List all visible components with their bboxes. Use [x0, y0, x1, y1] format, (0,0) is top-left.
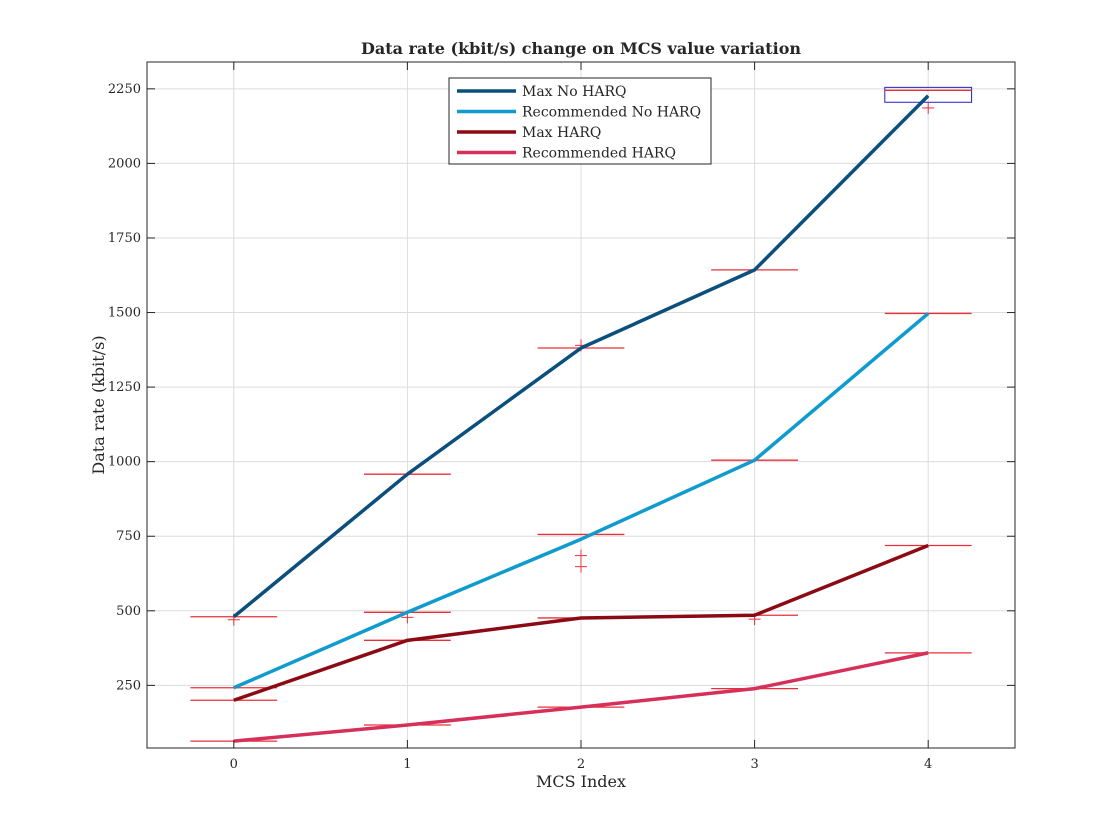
y-tick-label: 1250 [108, 380, 141, 395]
x-tick-label: 1 [403, 757, 411, 772]
y-axis-label: Data rate (kbit/s) [89, 335, 108, 474]
outlier-marker [575, 560, 587, 573]
series-line-1 [232, 94, 930, 619]
y-tick-label: 2250 [108, 82, 141, 97]
y-tick-label: 1750 [108, 231, 141, 246]
y-tick-label: 1500 [108, 306, 141, 321]
x-tick-label: 0 [230, 757, 238, 772]
legend: Max No HARQ Recommended No HARQ Max HARQ Re… [448, 77, 712, 165]
y-tick-label: 1000 [108, 455, 141, 470]
chart-title: Data rate (kbit/s) change on MCS value v… [361, 39, 801, 58]
y-tick-label: 500 [116, 604, 141, 619]
legend-label-2: Recommended No HARQ [522, 105, 701, 121]
y-tick-label: 250 [116, 678, 141, 693]
series-line-4 [233, 651, 929, 743]
x-tick-label: 2 [577, 757, 585, 772]
outlier-marker [922, 101, 935, 114]
y-tick-label: 2000 [108, 156, 141, 171]
x-tick-label: 3 [750, 757, 758, 772]
y-tick-label: 750 [116, 529, 141, 544]
series-line-2 [233, 312, 930, 690]
legend-label-3: Max HARQ [522, 125, 601, 141]
x-axis-label: MCS Index [536, 772, 626, 791]
series-layer [232, 94, 930, 743]
outlier-marker [575, 549, 587, 562]
legend-label-1: Max No HARQ [522, 84, 627, 100]
series-line-3 [233, 543, 929, 702]
x-tick-label: 4 [924, 757, 932, 772]
tick-labels: 0 1 2 3 4 250 500 750 1000 1250 1500 1750 2000 2250 [108, 62, 1015, 772]
legend-label-4: Recommended HARQ [522, 146, 676, 162]
